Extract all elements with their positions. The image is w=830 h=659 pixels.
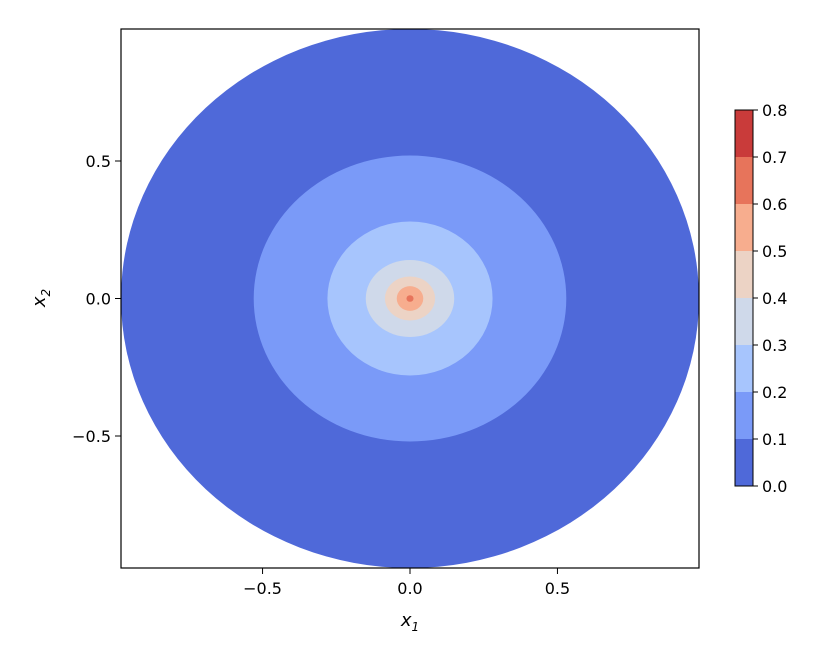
colorbar-tick-label: 0.3 [762,336,787,355]
x-tick-label: −0.5 [243,579,282,598]
colorbar-segment-2 [735,345,753,392]
colorbar-tick-label: 0.1 [762,430,787,449]
y-axis-ticks: −0.5 0.0 0.5 [72,152,121,446]
y-tick-label: 0.5 [86,152,111,171]
colorbar-segment-1 [735,392,753,439]
contour-bands [121,29,699,568]
colorbar-tick-label: 0.4 [762,289,787,308]
colorbar-segment-6 [735,157,753,204]
colorbar-tick-label: 0.2 [762,383,787,402]
contour-band-6 [406,295,414,302]
x-axis-ticks: −0.5 0.0 0.5 [243,568,570,598]
colorbar-segment-5 [735,204,753,251]
x-tick-label: 0.5 [545,579,570,598]
colorbar-tick-label: 0.0 [762,477,787,496]
x-tick-label: 0.0 [397,579,422,598]
colorbar: 0.0 0.1 0.2 0.3 0.4 0.5 0.6 0.7 0.8 [734,101,787,496]
colorbar-segment-3 [735,298,753,345]
colorbar-segment-7 [735,110,753,157]
y-tick-label: −0.5 [72,427,111,446]
y-tick-label: 0.0 [86,290,111,309]
y-axis-label: x2 [29,289,53,308]
colorbar-tick-label: 0.8 [762,101,787,120]
colorbar-tick-label: 0.6 [762,195,787,214]
colorbar-segment-4 [735,251,753,298]
colorbar-tick-label: 0.7 [762,148,787,167]
colorbar-segment-0 [735,439,753,486]
colorbar-tick-label: 0.5 [762,242,787,261]
x-axis-label: x1 [400,610,419,634]
